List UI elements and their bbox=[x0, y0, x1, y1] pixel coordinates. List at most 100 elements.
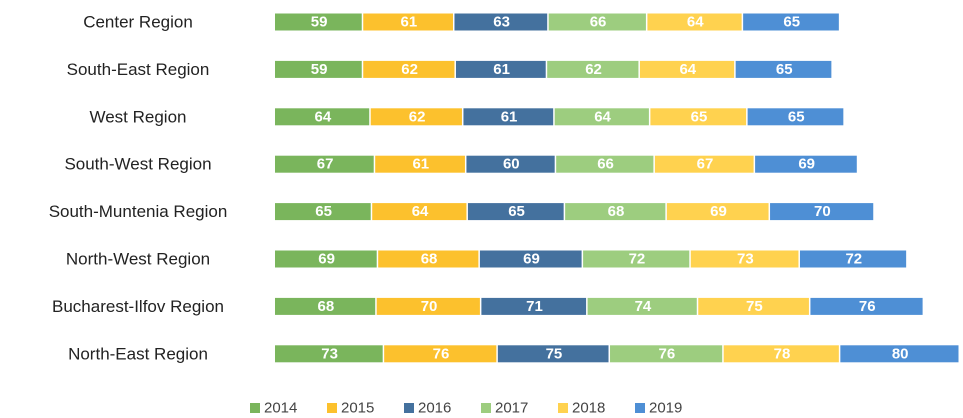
bar-segment bbox=[698, 297, 809, 315]
bar-segment bbox=[650, 108, 747, 126]
bar-segment bbox=[639, 60, 735, 78]
value-label: 69 bbox=[523, 251, 540, 268]
value-label: 68 bbox=[421, 251, 438, 268]
bar-segment bbox=[370, 108, 462, 126]
value-label: 72 bbox=[629, 251, 646, 268]
bar-segment bbox=[466, 155, 555, 173]
bar-segment bbox=[799, 250, 907, 268]
value-label: 65 bbox=[691, 108, 708, 125]
bar-segment bbox=[467, 203, 564, 221]
value-label: 64 bbox=[687, 14, 704, 31]
value-label: 76 bbox=[859, 298, 876, 315]
bar-segment bbox=[554, 108, 649, 126]
value-label: 67 bbox=[317, 156, 334, 173]
value-label: 80 bbox=[892, 345, 909, 362]
bar-segment bbox=[755, 155, 857, 173]
value-label: 64 bbox=[679, 61, 696, 78]
value-label: 64 bbox=[412, 203, 429, 220]
value-label: 64 bbox=[594, 108, 611, 125]
bar-segment bbox=[548, 13, 646, 31]
bar-segment bbox=[690, 250, 799, 268]
category-label: South-West Region bbox=[64, 155, 211, 174]
category-label: North-East Region bbox=[68, 344, 208, 363]
bar-segment bbox=[376, 297, 480, 315]
bar-segment bbox=[556, 155, 654, 173]
value-label: 64 bbox=[315, 108, 332, 125]
value-label: 69 bbox=[798, 156, 815, 173]
legend-swatch bbox=[327, 403, 337, 413]
value-label: 63 bbox=[493, 14, 510, 31]
value-label: 62 bbox=[409, 108, 426, 125]
bar-segment bbox=[275, 250, 377, 268]
value-label: 66 bbox=[590, 14, 607, 31]
value-label: 68 bbox=[608, 203, 625, 220]
value-label: 76 bbox=[659, 345, 676, 362]
bar-segment bbox=[363, 13, 453, 31]
value-label: 70 bbox=[421, 298, 438, 315]
bar-segment bbox=[735, 60, 832, 78]
bar-segment bbox=[810, 297, 923, 315]
bar-segment bbox=[610, 345, 723, 363]
bar-segment bbox=[583, 250, 690, 268]
bar-segment bbox=[497, 345, 609, 363]
value-label: 71 bbox=[526, 298, 543, 315]
bar-segment bbox=[378, 250, 479, 268]
value-label: 62 bbox=[585, 61, 602, 78]
category-label: South-East Region bbox=[67, 60, 210, 79]
bar-segment bbox=[747, 108, 844, 126]
value-label: 61 bbox=[501, 108, 518, 125]
bar-segment bbox=[384, 345, 497, 363]
bar-segment bbox=[479, 250, 582, 268]
legend-label: 2015 bbox=[341, 400, 374, 417]
legend-label: 2018 bbox=[572, 400, 605, 417]
value-label: 61 bbox=[493, 61, 510, 78]
value-label: 65 bbox=[783, 14, 800, 31]
value-label: 62 bbox=[401, 61, 418, 78]
bar-segment bbox=[363, 60, 455, 78]
value-label: 65 bbox=[315, 203, 332, 220]
bar-segment bbox=[275, 203, 371, 221]
category-label: West Region bbox=[89, 107, 186, 126]
bar-segment bbox=[275, 13, 362, 31]
value-label: 70 bbox=[814, 203, 831, 220]
legend-label: 2017 bbox=[495, 400, 528, 417]
legend-swatch bbox=[635, 403, 645, 413]
bar-segment bbox=[666, 203, 769, 221]
value-label: 73 bbox=[737, 251, 754, 268]
value-label: 65 bbox=[788, 108, 805, 125]
value-label: 75 bbox=[746, 298, 763, 315]
value-label: 72 bbox=[845, 251, 862, 268]
bar-segment bbox=[375, 155, 465, 173]
value-label: 69 bbox=[710, 203, 727, 220]
bar-segment bbox=[275, 155, 374, 173]
bar-segment bbox=[647, 13, 742, 31]
bar-segment bbox=[565, 203, 666, 221]
value-label: 68 bbox=[318, 298, 335, 315]
bar-segment bbox=[454, 13, 548, 31]
bar-segment bbox=[275, 60, 362, 78]
value-label: 76 bbox=[433, 345, 450, 362]
bar-segment bbox=[840, 345, 959, 363]
legend-swatch bbox=[481, 403, 491, 413]
bar-segment bbox=[275, 297, 376, 315]
value-label: 69 bbox=[318, 251, 335, 268]
bar-segment bbox=[547, 60, 639, 78]
bar-segment bbox=[372, 203, 467, 221]
value-label: 65 bbox=[776, 61, 793, 78]
legend-swatch bbox=[250, 403, 260, 413]
bar-segment bbox=[275, 108, 370, 126]
value-label: 59 bbox=[311, 61, 328, 78]
category-label: South-Muntenia Region bbox=[49, 202, 228, 221]
bar-segment bbox=[723, 345, 839, 363]
category-label: Center Region bbox=[83, 13, 193, 32]
bar-segment bbox=[275, 345, 383, 363]
legend-label: 2014 bbox=[264, 400, 297, 417]
value-label: 75 bbox=[546, 345, 563, 362]
value-label: 78 bbox=[774, 345, 791, 362]
bar-segment bbox=[654, 155, 754, 173]
category-label: North-West Region bbox=[66, 250, 210, 269]
value-label: 66 bbox=[597, 156, 614, 173]
legend-label: 2016 bbox=[418, 400, 451, 417]
value-label: 65 bbox=[508, 203, 525, 220]
